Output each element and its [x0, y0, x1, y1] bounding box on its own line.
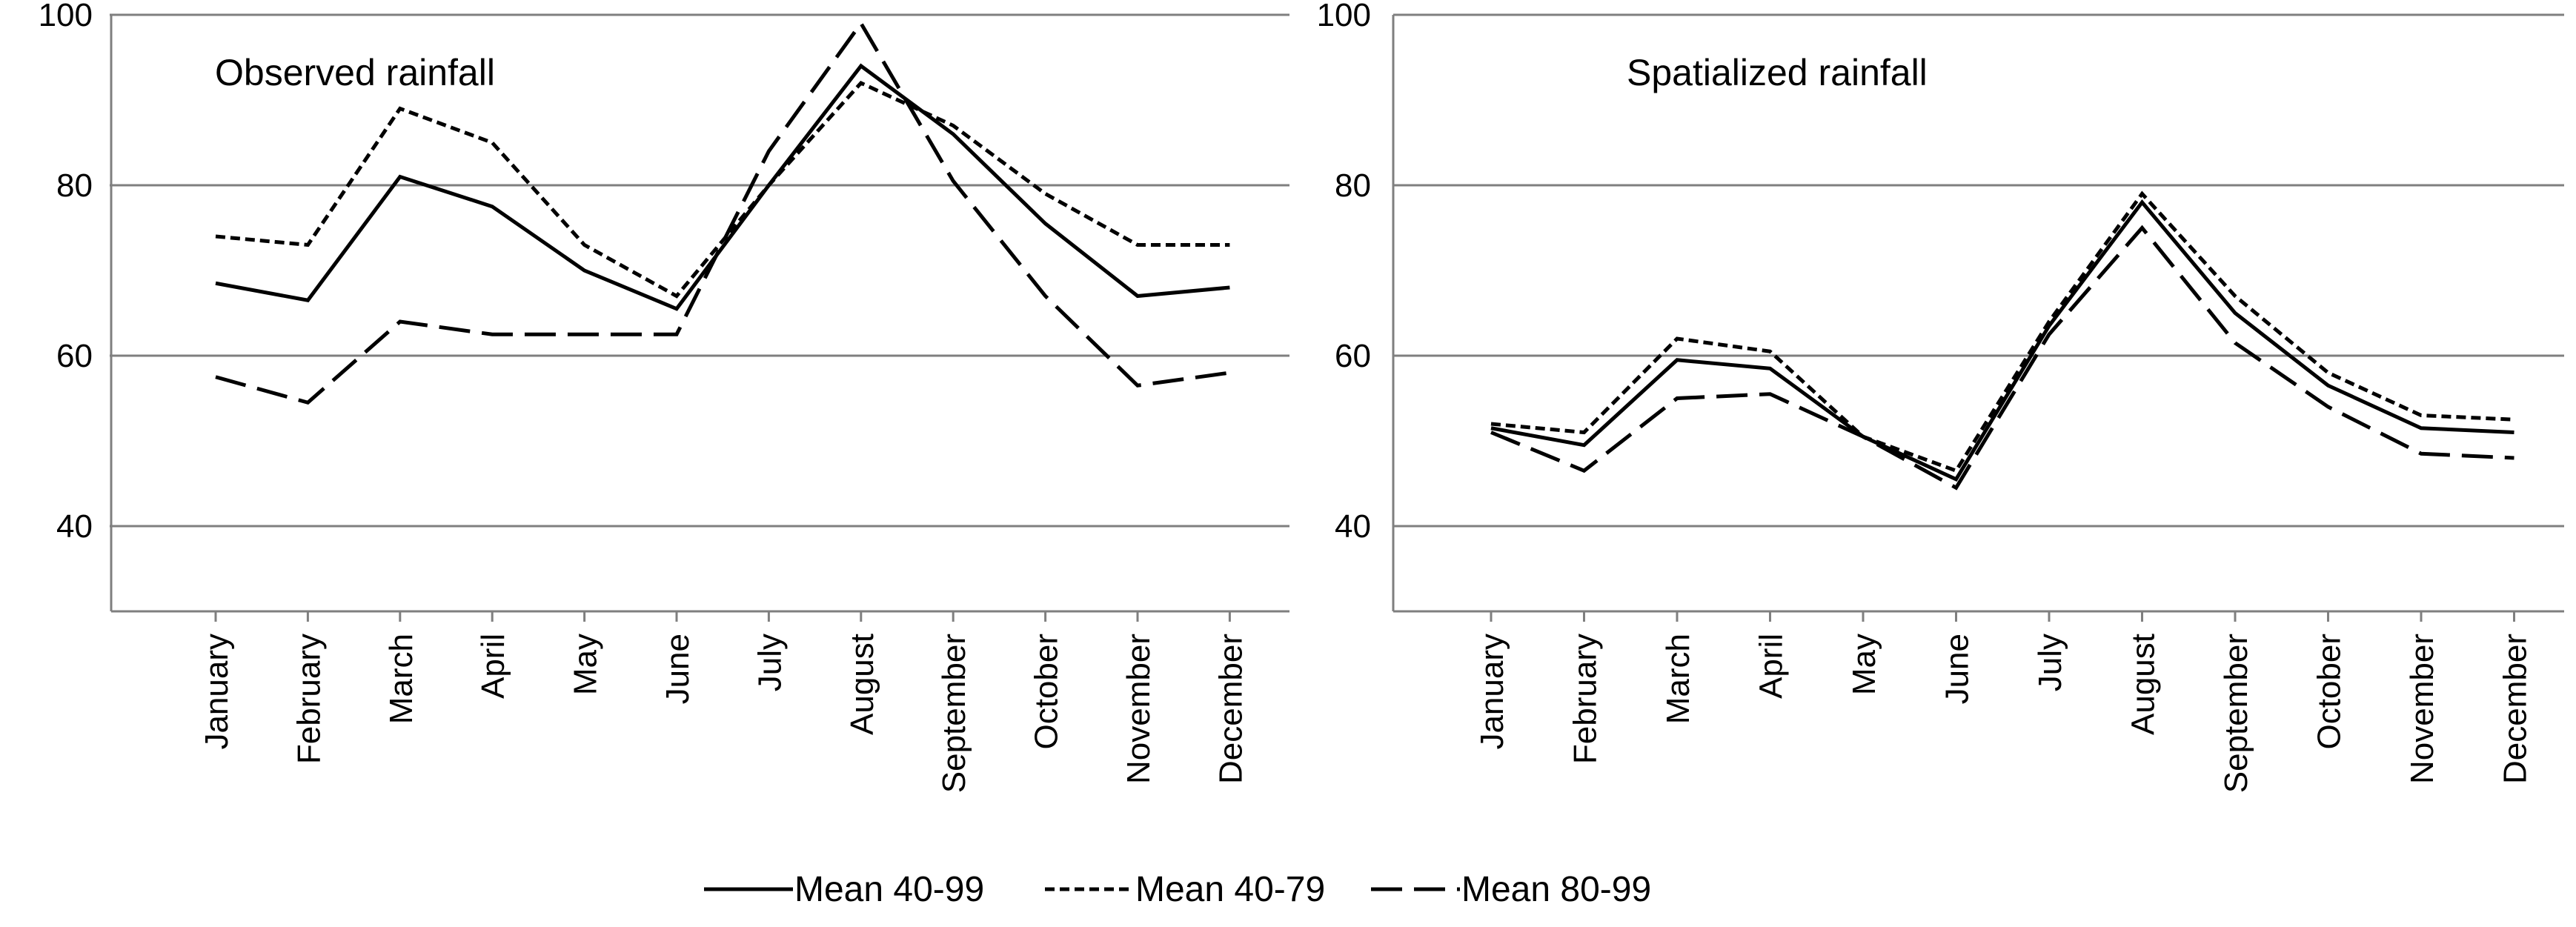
panel-2-x-label-september: September	[2218, 634, 2254, 793]
panel-2-x-label-january: January	[1474, 634, 1510, 750]
panel-2-x-label-june: June	[1939, 634, 1976, 704]
panel-2-series-mean-40-99	[1490, 199, 2514, 482]
panel-1-x-label-february: February	[291, 634, 327, 764]
panel-2-x-label-february: February	[1567, 634, 1604, 764]
panel-1-series-mean-40-99	[215, 63, 1230, 311]
panel-2-x-label-october: October	[2311, 634, 2348, 750]
panel-2-title: Spatialized rainfall	[1627, 52, 1928, 93]
panel-1-series-mean-40-79	[215, 80, 1230, 299]
legend-label-mean-80-99: Mean 80-99	[1461, 870, 1651, 909]
panel-1-y-tick-100: 100	[39, 0, 93, 33]
panel-2-y-tick-80: 80	[1335, 167, 1371, 204]
panel-1-y-tick-80: 80	[56, 167, 93, 204]
panel-1-x-label-march: March	[383, 634, 419, 724]
panel-1-x-label-september: September	[936, 634, 972, 793]
panel-2-x-label-december: December	[2497, 634, 2534, 784]
panel-1-x-label-may: May	[568, 634, 604, 695]
panel-2-x-label-march: March	[1660, 634, 1696, 724]
panel-1-series-mean-80-99	[215, 19, 1230, 405]
panel-2-series-mean-40-79	[1490, 190, 2514, 474]
panel-1-x-label-april: April	[475, 634, 511, 699]
panel-1-title: Observed rainfall	[215, 52, 495, 93]
panel-2-x-label-may: May	[1846, 634, 1882, 695]
panel-2-x-label-august: August	[2125, 634, 2162, 735]
panel-1-x-label-january: January	[199, 634, 235, 750]
panel-2-y-tick-100: 100	[1317, 0, 1371, 33]
panel-1-y-tick-40: 40	[56, 508, 93, 545]
panel-1-x-label-october: October	[1029, 634, 1065, 750]
panel-1-x-label-december: December	[1212, 634, 1249, 784]
panel-1-y-tick-60: 60	[56, 338, 93, 374]
legend-label-mean-40-79: Mean 40-79	[1135, 870, 1325, 909]
panel-2-y-tick-60: 60	[1335, 338, 1371, 374]
panel-2-x-label-november: November	[2404, 634, 2440, 784]
panel-2-x-label-april: April	[1753, 634, 1790, 699]
panel-1-x-label-august: August	[844, 634, 880, 735]
legend-label-mean-40-99: Mean 40-99	[794, 870, 984, 909]
panel-1-x-label-june: June	[660, 634, 696, 704]
panel-2-series-mean-80-99	[1490, 225, 2514, 491]
panel-2-x-label-july: July	[2032, 634, 2068, 691]
panel-1-x-label-july: July	[751, 634, 788, 691]
panel-1-x-label-november: November	[1121, 634, 1157, 784]
panel-2-y-tick-40: 40	[1335, 508, 1371, 545]
